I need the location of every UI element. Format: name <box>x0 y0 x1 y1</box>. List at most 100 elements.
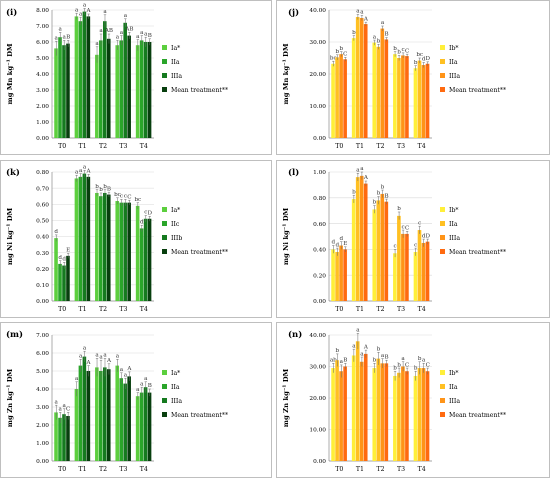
legend-label: Mean treatment** <box>171 249 228 256</box>
significance-label: C <box>66 407 70 413</box>
significance-label: B <box>107 186 111 192</box>
bar <box>421 65 426 138</box>
significance-label: b <box>335 348 339 354</box>
x-tick-label: T4 <box>418 466 426 473</box>
bar <box>355 341 360 461</box>
significance-label: b <box>373 200 377 206</box>
significance-label: C <box>405 226 409 232</box>
x-tick-label: T1 <box>79 306 87 313</box>
significance-label: B <box>384 32 388 38</box>
bar <box>343 366 347 461</box>
y-tick-label: 2.00 <box>36 104 49 110</box>
bar <box>372 209 377 301</box>
bar <box>359 18 364 138</box>
x-tick-label: T2 <box>99 466 107 473</box>
bar <box>401 55 405 138</box>
significance-label: ab <box>330 358 337 364</box>
bar <box>417 230 422 301</box>
bar <box>351 355 356 461</box>
x-tick-label: T1 <box>79 466 87 473</box>
legend-swatch <box>440 398 445 403</box>
bar <box>135 205 140 301</box>
legend-label: IIIa <box>171 398 182 405</box>
bar <box>115 365 120 461</box>
legend-swatch <box>162 249 167 254</box>
legend-swatch <box>440 384 445 389</box>
bar <box>405 371 409 461</box>
bar <box>58 417 62 461</box>
bar <box>127 202 131 301</box>
significance-label: a <box>340 359 344 365</box>
bar <box>339 371 343 461</box>
legend-swatch <box>162 235 167 240</box>
bar <box>119 378 123 461</box>
bar <box>66 255 70 301</box>
x-tick-label: T3 <box>397 466 405 473</box>
legend-label: IIa <box>449 221 458 228</box>
y-tick-label: 6.00 <box>36 351 49 357</box>
x-tick-label: T1 <box>356 466 364 473</box>
significance-label: a <box>55 35 59 41</box>
significance-label: a <box>352 343 356 349</box>
y-tick-label: 10.00 <box>309 428 326 434</box>
significance-label: b <box>377 347 381 353</box>
bar <box>421 242 426 301</box>
y-tick-label: 0.10 <box>36 283 49 289</box>
significance-label: d <box>422 233 426 239</box>
bar <box>115 45 120 139</box>
significance-label: c <box>402 47 405 53</box>
bar <box>115 201 120 301</box>
x-tick-label: T4 <box>140 466 148 473</box>
y-tick-label: 3.00 <box>36 88 49 94</box>
bar <box>401 233 405 301</box>
significance-label: a <box>360 351 364 357</box>
legend-label: Mean treatment** <box>171 87 228 94</box>
significance-label: a <box>83 345 87 351</box>
panel-m: (m) 0.00 1.00 2.00 3.00 4.00 5.00 6.00 7.00 mg Zn… <box>0 322 272 478</box>
bar <box>351 38 356 138</box>
bar <box>380 363 385 461</box>
legend-label: Ib* <box>449 370 459 377</box>
y-tick-label: 6.00 <box>36 40 49 46</box>
significance-label: d <box>62 257 66 263</box>
bar <box>135 45 140 139</box>
significance-label: a <box>136 34 140 40</box>
bar <box>66 416 70 461</box>
legend-label: Ia* <box>171 207 180 214</box>
significance-label: a <box>83 165 87 171</box>
significance-label: b <box>397 50 401 56</box>
significance-label: c <box>418 220 421 226</box>
legend-label: IIIb <box>171 235 182 242</box>
y-axis-label: mg Zn kg⁻¹ DM <box>282 368 290 427</box>
significance-label: c <box>394 244 397 250</box>
y-tick-label: 0.00 <box>313 136 326 142</box>
significance-label: a <box>422 358 426 364</box>
bar <box>74 178 79 301</box>
x-tick-label: T0 <box>58 306 66 313</box>
bar <box>421 368 426 461</box>
bar <box>86 16 91 138</box>
y-axis-label: mg Mn kg⁻¹ DM <box>282 43 290 104</box>
significance-label: a <box>95 41 99 47</box>
legend-swatch <box>162 73 167 78</box>
y-tick-label: 7.00 <box>36 333 49 339</box>
legend-swatch <box>440 221 445 226</box>
bar <box>78 176 83 301</box>
bar <box>355 17 360 138</box>
significance-label: A <box>86 169 92 175</box>
significance-label: d <box>58 255 62 261</box>
y-tick-label: 20.00 <box>309 72 326 78</box>
significance-label: C <box>426 362 430 368</box>
significance-label: c <box>120 194 123 200</box>
significance-label: a <box>140 30 144 36</box>
significance-label: b <box>377 191 381 197</box>
significance-label: a <box>360 166 364 172</box>
panel-k: (k) 0.00 0.10 0.20 0.30 0.40 0.50 0.60 0.70 0.80 m… <box>0 160 272 318</box>
bar <box>143 42 148 138</box>
y-tick-label: 40.00 <box>309 333 326 339</box>
bar <box>376 358 381 461</box>
significance-label: a <box>356 9 360 15</box>
significance-label: a <box>356 167 360 173</box>
bar <box>103 367 107 461</box>
